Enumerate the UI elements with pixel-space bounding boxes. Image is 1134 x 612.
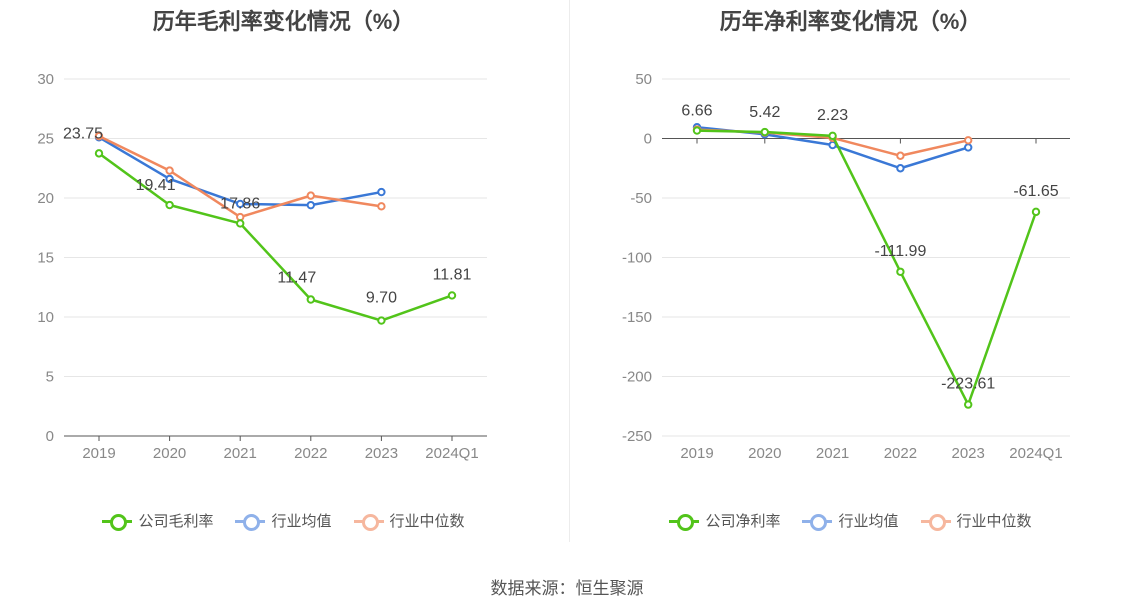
data-point <box>236 199 245 209</box>
y-tick-label: 50 <box>635 71 652 88</box>
data-point <box>692 126 702 135</box>
data-point <box>896 267 905 276</box>
data-point <box>165 166 174 175</box>
data-point <box>165 200 174 210</box>
x-tick-label: 2019 <box>82 445 115 462</box>
legend-label: 行业中位数 <box>956 513 1032 530</box>
x-tick-label: 2021 <box>816 445 849 462</box>
legend-item[interactable]: 行业均值 <box>235 510 332 531</box>
legend-marker-icon <box>802 513 833 531</box>
data-label: 11.81 <box>433 266 472 283</box>
y-tick-label: -50 <box>630 190 652 207</box>
data-point <box>896 164 905 173</box>
y-tick-label: 0 <box>46 428 54 445</box>
data-label: 17.86 <box>220 195 260 212</box>
x-tick-label: 2023 <box>952 445 985 462</box>
data-point <box>236 219 245 228</box>
legend-label: 公司净利率 <box>705 513 781 530</box>
chart-title: 历年毛利率变化情况（%） <box>152 9 415 34</box>
legend-label: 行业中位数 <box>389 513 465 530</box>
legend-marker-icon <box>102 513 133 531</box>
data-point <box>447 291 457 300</box>
data-label: -223.61 <box>941 376 995 393</box>
y-tick-label: -200 <box>622 369 652 386</box>
data-point <box>1031 207 1041 217</box>
data-label: 6.66 <box>681 103 712 120</box>
legend-item[interactable]: 公司净利率 <box>669 510 780 531</box>
chart-title: 历年净利率变化情况（%） <box>719 9 982 34</box>
legend-label: 行业均值 <box>271 513 332 530</box>
legend-marker-icon <box>353 513 384 531</box>
y-tick-label: -100 <box>622 250 652 267</box>
series-line-0 <box>98 152 453 322</box>
legend-label: 公司毛利率 <box>138 513 214 530</box>
legend-marker-icon <box>920 513 951 531</box>
data-point <box>94 131 104 141</box>
data-point <box>94 149 104 158</box>
y-tick-label: 25 <box>37 131 54 148</box>
legend-item[interactable]: 行业中位数 <box>920 510 1032 531</box>
x-tick-label: 2023 <box>365 445 398 462</box>
x-tick-label: 2022 <box>294 445 327 462</box>
y-tick-label: 30 <box>37 71 54 88</box>
data-point <box>306 295 315 304</box>
legend-item[interactable]: 公司毛利率 <box>102 510 213 531</box>
data-point <box>896 151 905 160</box>
y-tick-label: 0 <box>644 131 652 148</box>
data-point <box>165 174 174 184</box>
data-label: 2.23 <box>817 107 848 124</box>
gross-margin-plot: 0 5 10 15 20 25 30 2019 2020 2021 2022 2023 2024Q1 23… <box>37 71 487 462</box>
y-tick-label: 15 <box>37 250 54 267</box>
data-point <box>964 143 973 152</box>
x-tick-label: 2024Q1 <box>425 445 478 462</box>
data-label: -61.65 <box>1013 183 1058 200</box>
series-line-0 <box>696 129 1038 406</box>
data-point <box>964 400 973 409</box>
x-tick-label: 2021 <box>224 445 257 462</box>
data-point <box>306 200 315 210</box>
gross-margin-chart: 历年毛利率变化情况（%） 0 5 10 15 20 25 30 2019 2020 2021 202… <box>0 0 567 560</box>
data-label: -111.99 <box>874 243 926 260</box>
net-margin-plot: -250 -200 -150 -100 -50 0 50 2019 2020 2021 2022 20… <box>622 71 1070 462</box>
y-tick-label: -250 <box>622 428 652 445</box>
data-point <box>377 202 386 211</box>
y-tick-label: -150 <box>622 309 652 326</box>
data-label: 23.75 <box>63 125 103 142</box>
y-tick-label: 10 <box>37 309 54 326</box>
legend-marker-icon <box>235 513 266 531</box>
legend-item[interactable]: 行业中位数 <box>353 510 465 531</box>
y-tick-label: 20 <box>37 190 54 207</box>
net-margin-chart: 历年净利率变化情况（%） -250 -200 -150 -100 -50 0 50 2019 2… <box>567 0 1134 560</box>
data-label: 11.47 <box>277 270 316 287</box>
data-point <box>828 131 837 141</box>
x-tick-label: 2020 <box>153 445 186 462</box>
y-tick-label: 5 <box>46 369 54 386</box>
data-label: 9.70 <box>366 290 397 307</box>
data-point <box>377 187 386 197</box>
legend-marker-icon <box>669 513 700 531</box>
legend-item[interactable]: 行业均值 <box>802 510 899 531</box>
x-tick-label: 2019 <box>680 445 713 462</box>
data-point <box>306 191 315 200</box>
x-tick-label: 2024Q1 <box>1009 445 1062 462</box>
chart-legend: 公司净利率 行业均值 行业中位数 <box>567 510 1134 531</box>
data-point <box>964 136 973 145</box>
data-label: 19.41 <box>136 177 176 194</box>
data-point <box>760 127 770 137</box>
data-label: 5.42 <box>749 104 780 121</box>
chart-legend: 公司毛利率 行业均值 行业中位数 <box>0 510 567 531</box>
panel-divider <box>569 0 570 542</box>
x-tick-label: 2022 <box>884 445 917 462</box>
data-point <box>377 316 386 325</box>
data-source: 数据来源：恒生聚源 <box>490 579 644 598</box>
x-tick-label: 2020 <box>748 445 781 462</box>
legend-label: 行业均值 <box>838 513 899 530</box>
